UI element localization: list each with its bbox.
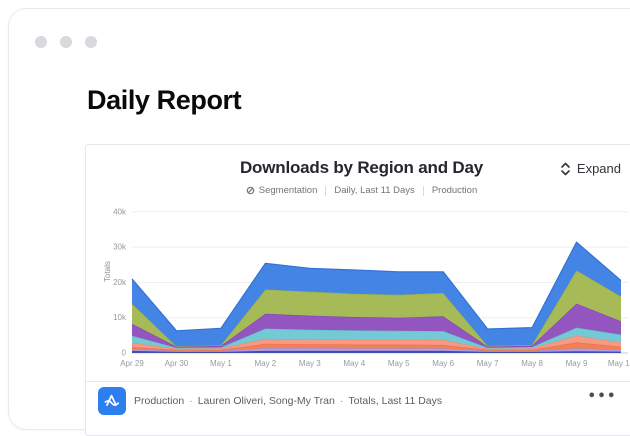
area-edge-blue (131, 241, 622, 332)
meta-segmentation: Segmentation (246, 185, 318, 196)
x-tick-label: May 6 (432, 359, 454, 368)
chart-card: Downloads by Region and Day Expand Segme… (85, 144, 630, 436)
x-tick-label: May 8 (521, 359, 543, 368)
expand-label: Expand (576, 161, 621, 176)
segmentation-icon (246, 186, 255, 195)
window-dot-icon (60, 36, 72, 48)
more-options-button[interactable]: ••• (582, 388, 623, 405)
y-tick-label: 30k (113, 243, 127, 252)
area-purple[interactable] (132, 303, 621, 348)
window-dot-icon (85, 36, 97, 48)
meta-divider (325, 185, 327, 196)
x-tick-label: Apr 30 (165, 359, 189, 368)
y-tick-label: 0 (122, 349, 127, 358)
card-footer: Production · Lauren Oliveri, Song-My Tra… (86, 382, 630, 435)
chart-title: Downloads by Region and Day (239, 158, 484, 177)
footer-range: Totals, Last 11 Days (348, 395, 443, 407)
x-tick-label: May 1 (210, 359, 232, 368)
y-tick-label: 20k (113, 278, 127, 287)
x-tick-label: Apr 29 (120, 359, 144, 368)
footer-source-text: Production · Lauren Oliveri, Song-My Tra… (134, 395, 442, 407)
page-title: Daily Report (87, 85, 242, 115)
x-tick-label: May 9 (566, 359, 588, 368)
x-tick-label: May 7 (477, 359, 499, 368)
x-tick-label: May 4 (343, 359, 365, 368)
chart-plot[interactable]: Totals 0 10k 20k 30k 40k Apr 29 Apr 30 May 1 May… (86, 200, 630, 375)
area-salmon[interactable] (132, 335, 621, 350)
area-olive[interactable] (132, 270, 621, 347)
footer-separator: · (189, 395, 193, 407)
chart-meta: Segmentation Daily, Last 11 Days Product… (86, 185, 630, 196)
y-tick-label: 10k (113, 313, 127, 322)
footer-owners: Lauren Oliveri, Song-My Tran (197, 395, 335, 407)
footer-environment: Production (134, 395, 185, 407)
x-tick-label: May 10 (608, 359, 630, 368)
window-dot-icon (35, 36, 47, 48)
meta-environment: Production (431, 185, 478, 196)
expand-chevrons-icon (560, 162, 571, 176)
meta-segmentation-label: Segmentation (258, 185, 318, 196)
chart-svg[interactable]: 0 10k 20k 30k 40k Apr 29 Apr 30 May 1 May 2 May 3… (86, 200, 630, 375)
amplitude-logo-icon[interactable] (98, 387, 126, 415)
x-tick-label: May 3 (299, 359, 321, 368)
x-tick-label: May 2 (254, 359, 276, 368)
expand-button[interactable]: Expand (556, 159, 625, 178)
footer-divider (86, 381, 630, 382)
y-tick-label: 40k (113, 207, 127, 216)
x-tick-label: May 5 (388, 359, 410, 368)
app-window: Daily Report Downloads by Region and Day… (8, 8, 630, 436)
window-controls (35, 36, 97, 48)
footer-separator: · (339, 395, 344, 407)
area-blue[interactable] (132, 242, 621, 347)
meta-divider (422, 185, 424, 196)
meta-date-range: Daily, Last 11 Days (334, 185, 415, 196)
area-teal[interactable] (132, 327, 621, 349)
area-orange[interactable] (132, 342, 621, 351)
